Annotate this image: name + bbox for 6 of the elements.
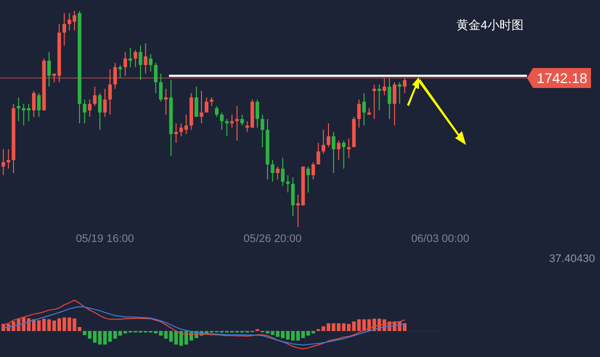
text: 黄金4小时图	[456, 18, 524, 32]
x-tick-label: 05/19 16:00	[76, 233, 134, 245]
x-tick-label: 05/26 20:00	[244, 233, 302, 245]
x-tick-label: 06/03 00:00	[411, 233, 470, 245]
text: 1742.18	[536, 70, 588, 86]
text: 37.40430	[549, 253, 595, 265]
